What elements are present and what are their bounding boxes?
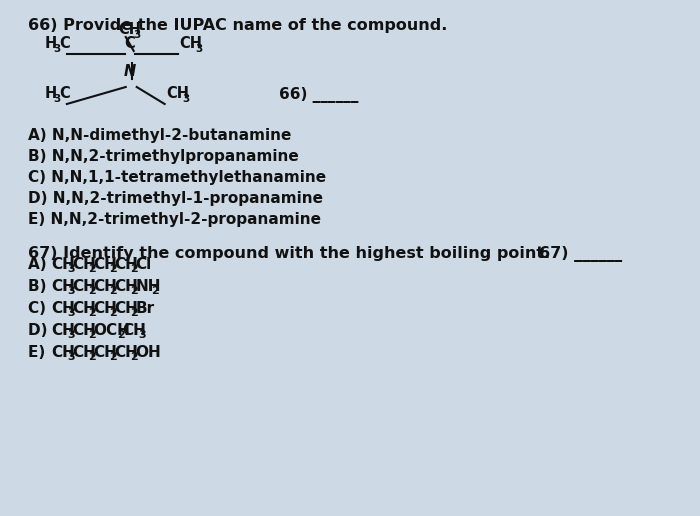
Text: C): C): [28, 301, 51, 316]
Text: CH: CH: [167, 86, 190, 101]
Text: 3: 3: [67, 309, 74, 318]
Text: CH: CH: [115, 257, 139, 272]
Text: 2: 2: [130, 286, 138, 297]
Text: CH: CH: [93, 279, 118, 294]
Text: 2: 2: [109, 286, 117, 297]
Text: E) N,N,2-trimethyl-2-propanamine: E) N,N,2-trimethyl-2-propanamine: [28, 212, 321, 227]
Text: 3: 3: [183, 94, 190, 104]
Text: 66) ______: 66) ______: [279, 87, 359, 103]
Text: 3: 3: [195, 44, 203, 54]
Text: D) N,N,2-trimethyl-1-propanamine: D) N,N,2-trimethyl-1-propanamine: [28, 191, 323, 206]
Text: 2: 2: [88, 352, 96, 363]
Text: 2: 2: [151, 286, 159, 297]
Text: C: C: [59, 36, 69, 51]
Text: CH: CH: [122, 323, 146, 338]
Text: CH: CH: [115, 345, 139, 360]
Text: 2: 2: [88, 309, 96, 318]
Text: CH: CH: [51, 257, 75, 272]
Text: H: H: [45, 36, 57, 51]
Text: 3: 3: [67, 265, 74, 275]
Text: C: C: [59, 86, 69, 101]
Text: A) N,N-dimethyl-2-butanamine: A) N,N-dimethyl-2-butanamine: [28, 128, 291, 143]
Text: 2: 2: [88, 331, 96, 341]
Text: CH: CH: [93, 345, 118, 360]
Text: 3: 3: [53, 94, 60, 104]
Text: Br: Br: [136, 301, 155, 316]
Text: Cl: Cl: [136, 257, 152, 272]
Text: 2: 2: [88, 265, 96, 275]
Text: 3: 3: [67, 352, 74, 363]
Text: CH: CH: [93, 301, 118, 316]
Text: 2: 2: [88, 286, 96, 297]
Text: C) N,N,1,1-tetramethylethanamine: C) N,N,1,1-tetramethylethanamine: [28, 170, 326, 185]
Text: CH: CH: [51, 323, 75, 338]
Text: N: N: [124, 64, 136, 79]
Text: CH: CH: [115, 279, 139, 294]
Text: CH: CH: [51, 279, 75, 294]
Text: 2: 2: [117, 331, 125, 341]
Text: CH: CH: [115, 301, 139, 316]
Text: 3: 3: [138, 331, 146, 341]
Text: D): D): [28, 323, 52, 338]
Text: OH: OH: [136, 345, 161, 360]
Text: 2: 2: [130, 352, 138, 363]
Text: 3: 3: [67, 331, 74, 341]
Text: E): E): [28, 345, 50, 360]
Text: A): A): [28, 257, 52, 272]
Text: 2: 2: [130, 309, 138, 318]
Text: CH: CH: [72, 279, 96, 294]
Text: H: H: [45, 86, 57, 101]
Text: CH: CH: [51, 345, 75, 360]
Text: 3: 3: [67, 286, 74, 297]
Text: CH: CH: [72, 323, 96, 338]
Text: CH: CH: [72, 301, 96, 316]
Text: OCH: OCH: [93, 323, 130, 338]
Text: CH: CH: [180, 36, 202, 51]
Text: 2: 2: [130, 265, 138, 275]
Text: 3: 3: [134, 30, 141, 40]
Text: 67) ______: 67) ______: [539, 246, 622, 262]
Text: CH: CH: [118, 22, 141, 37]
Text: 3: 3: [53, 44, 60, 54]
Text: 2: 2: [109, 309, 117, 318]
Text: 66) Provide the IUPAC name of the compound.: 66) Provide the IUPAC name of the compou…: [28, 18, 447, 33]
Text: B): B): [28, 279, 52, 294]
Text: CH: CH: [51, 301, 75, 316]
Text: B) N,N,2-trimethylpropanamine: B) N,N,2-trimethylpropanamine: [28, 149, 299, 164]
Text: C: C: [125, 36, 135, 51]
Text: CH: CH: [93, 257, 118, 272]
Text: NH: NH: [136, 279, 161, 294]
Text: 2: 2: [109, 265, 117, 275]
Text: CH: CH: [72, 257, 96, 272]
Text: CH: CH: [72, 345, 96, 360]
Text: 2: 2: [109, 352, 117, 363]
Text: 67) Identify the compound with the highest boiling point.: 67) Identify the compound with the highe…: [28, 246, 550, 261]
